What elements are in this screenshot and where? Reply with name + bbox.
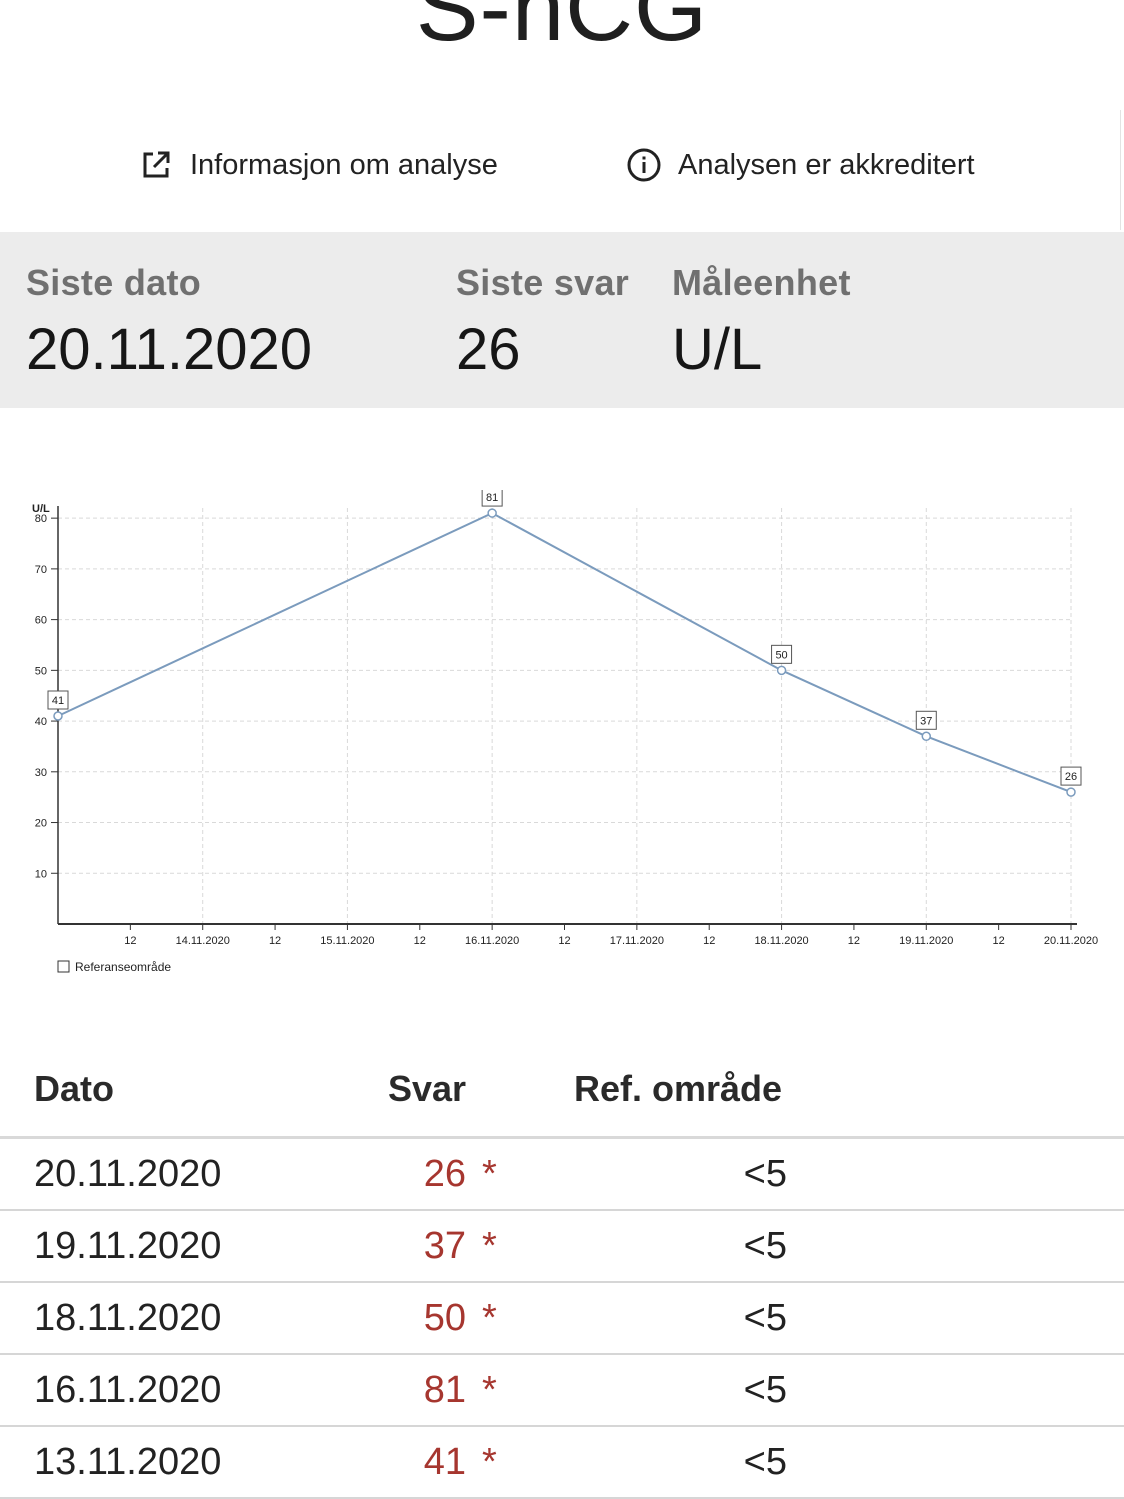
accredited-label: Analysen er akkreditert [678,148,975,181]
row-flag: * [482,1369,497,1411]
x-tick-label: 17.11.2020 [610,935,664,947]
results-chart: 10 20 30 40 50 60 70 80U/L 12 14.11.2020 12 15.11.2… [32,490,1098,974]
external-link-icon [143,151,170,178]
last-result-value: 26 [456,317,521,382]
data-label-box [481,490,503,507]
data-point [53,711,63,721]
x-tick-label: 12 [558,935,570,947]
row-flag: * [482,1153,497,1195]
data-label: 26 [1065,771,1077,783]
last-result-label: Siste svar [456,262,630,303]
analysis-info-label: Informasjon om analyse [190,148,498,181]
accredited-link[interactable]: Analysen er akkreditert [626,140,975,190]
row-result: 50 [423,1297,466,1339]
y-tick-label: 50 [35,665,47,677]
unit-block: Måleenhet U/L [672,262,851,382]
results-table-body: 20.11.2020 26 * <5 19.11.2020 37 * <5 18… [0,1139,1124,1499]
y-axis-label: U/L [32,503,50,515]
row-date: 13.11.2020 [34,1441,222,1483]
table-row[interactable]: 16.11.2020 81 * <5 [0,1355,1124,1427]
data-label: 50 [775,649,787,661]
table-row[interactable]: 13.11.2020 41 * <5 [0,1427,1124,1499]
last-date-value: 20.11.2020 [26,317,312,382]
summary-panel: Siste dato 20.11.2020 Siste svar 26 Måle… [0,232,1124,408]
row-ref: <5 [743,1225,787,1267]
y-tick-label: 30 [35,767,47,779]
info-icon [627,148,661,182]
row-result: 26 [423,1153,466,1195]
row-ref: <5 [743,1441,787,1483]
last-date-label: Siste dato [26,262,202,303]
series-line [57,511,1072,794]
x-tick-label: 12 [993,935,1005,947]
x-tick-label: 14.11.2020 [176,935,230,947]
row-flag: * [482,1225,497,1267]
x-tick-label: 15.11.2020 [320,935,374,947]
x-tick-label: 16.11.2020 [465,935,519,947]
data-point [921,731,932,742]
unit-value: U/L [672,317,763,382]
x-tick-label: 20.11.2020 [1044,935,1098,947]
x-tick-label: 12 [848,935,860,947]
x-tick-label: 12 [414,935,426,947]
last-date-block: Siste dato 20.11.2020 [26,262,312,382]
row-result: 81 [423,1369,466,1411]
x-tick-label: 12 [124,935,136,947]
data-point [487,508,497,518]
x-tick-label: 12 [269,935,281,947]
row-flag: * [482,1297,497,1339]
header-ref: Ref. område [574,1068,783,1109]
table-row[interactable]: 18.11.2020 50 * <5 [0,1283,1124,1355]
legend-label: Referanseområde [75,960,171,974]
header-result: Svar [388,1068,467,1109]
page-title: S-hCG [415,0,709,60]
row-date: 19.11.2020 [34,1225,222,1267]
analysis-info-link[interactable]: Informasjon om analyse [138,140,498,190]
data-point [1066,787,1076,797]
y-tick-label: 60 [35,615,47,627]
row-date: 18.11.2020 [34,1297,222,1339]
analysis-links: Informasjon om analyse Analysen er akkre… [0,140,1124,190]
x-tick-label: 12 [703,935,715,947]
table-row[interactable]: 20.11.2020 26 * <5 [0,1139,1124,1211]
row-flag: * [482,1441,497,1483]
data-label: 81 [486,492,498,504]
last-result-block: Siste svar 26 [456,262,629,382]
row-date: 20.11.2020 [34,1153,222,1195]
data-point [776,665,787,676]
table-row[interactable]: 19.11.2020 37 * <5 [0,1211,1124,1283]
row-ref: <5 [743,1153,787,1195]
data-label-box [1060,766,1082,786]
y-tick-label: 20 [35,818,47,830]
row-result: 37 [423,1225,466,1267]
y-tick-label: 80 [35,513,47,525]
row-ref: <5 [743,1297,787,1339]
header-date: Dato [34,1068,114,1109]
data-label-box [915,710,937,730]
row-date: 16.11.2020 [34,1369,222,1411]
x-tick-label: 19.11.2020 [899,935,953,947]
y-tick-label: 10 [35,868,47,880]
y-tick-label: 40 [35,716,47,728]
y-tick-label: 70 [35,564,47,576]
row-result: 41 [423,1441,466,1483]
row-ref: <5 [743,1369,787,1411]
data-label: 41 [52,695,64,707]
legend-swatch [57,960,70,973]
data-label: 37 [920,715,932,727]
divider [1120,110,1121,230]
data-label-box [771,644,793,664]
results-table-header: Dato Svar Ref. område [0,1062,1124,1139]
data-label-box [47,690,69,710]
unit-label: Måleenhet [672,262,851,303]
x-tick-label: 18.11.2020 [754,935,808,947]
